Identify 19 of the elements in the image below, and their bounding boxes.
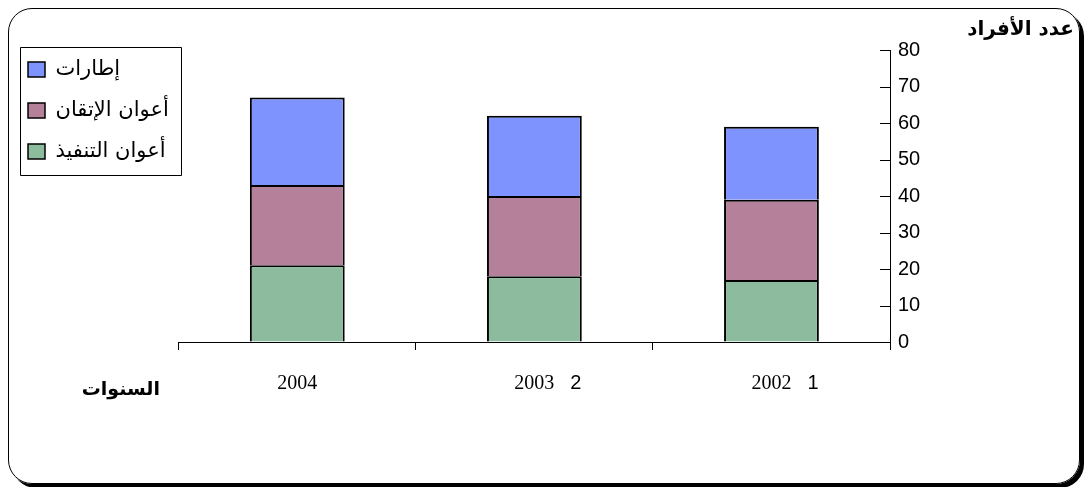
y-tick-label: 0	[898, 329, 910, 352]
y-tick-label: 10	[898, 293, 921, 316]
x-tick-label: 2004	[277, 371, 318, 394]
text: 2	[570, 370, 582, 393]
y-tick-label: 20	[898, 256, 921, 279]
y-tick-label: 80	[898, 37, 921, 60]
text: 1	[807, 370, 819, 393]
y-axis-title: عدد الأفراد	[967, 15, 1074, 41]
y-tick-label: 30	[898, 220, 921, 243]
x-tick-label: 2002	[751, 371, 792, 394]
legend-label: إطارات	[55, 55, 121, 81]
legend-label: أعوان التنفيذ	[55, 135, 166, 162]
x-axis-title: السنوات	[81, 376, 160, 400]
y-tick-label: 50	[898, 147, 921, 170]
x-tick-label: 2003	[514, 371, 555, 394]
y-tick-label: 70	[898, 74, 921, 97]
y-tick-label: 60	[898, 110, 921, 133]
y-tick-label: 40	[898, 183, 921, 206]
legend-label: أعوان الإتقان	[55, 94, 169, 121]
